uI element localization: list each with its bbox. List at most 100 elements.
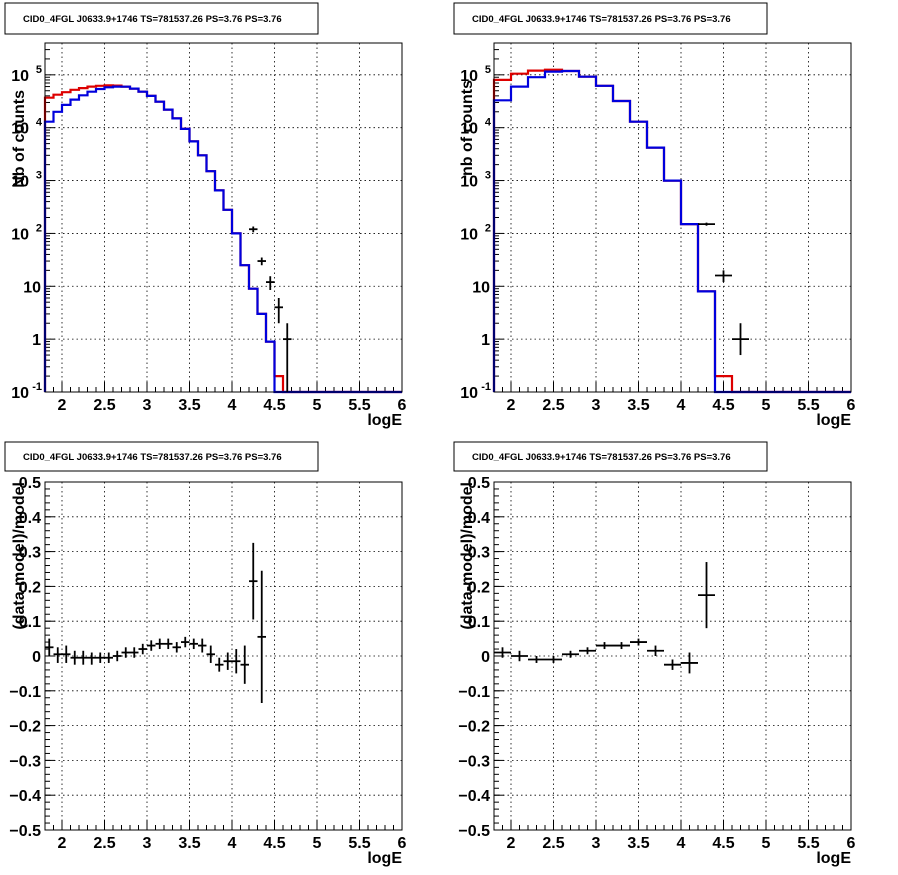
x-tick-label: 6	[398, 835, 407, 852]
data-point	[647, 645, 664, 656]
pad-top-right-counts: CID0_4FGL J0633.9+1746 TS=781537.26 PS=3…	[453, 2, 856, 429]
x-tick-label: 4.5	[263, 397, 285, 414]
data-point	[257, 257, 266, 266]
x-axis-label: logE	[367, 850, 402, 867]
y-tick-label: −0.1	[9, 684, 41, 701]
data-point	[189, 638, 198, 650]
y-tick-exponent: 5	[485, 64, 491, 76]
y-tick-label: 1	[32, 332, 41, 349]
y-tick-label: 10	[460, 226, 478, 243]
data-point	[596, 642, 613, 650]
x-tick-label: 5	[313, 397, 322, 414]
data-point	[70, 650, 79, 665]
x-tick-label: 5	[762, 835, 771, 852]
x-tick-label: 5.5	[797, 397, 819, 414]
data-point	[249, 226, 258, 233]
y-tick-label: 1	[481, 332, 490, 349]
x-tick-label: 4.5	[712, 397, 734, 414]
plot-frame	[493, 42, 852, 393]
data-point	[104, 652, 113, 663]
y-tick-label: 10	[472, 279, 490, 296]
x-tick-label: 5.5	[797, 835, 819, 852]
y-axis-label: (data-model)/model	[11, 482, 28, 630]
data-point	[274, 298, 283, 324]
y-tick-exponent: -1	[481, 381, 491, 393]
chart-title: CID0_4FGL J0633.9+1746 TS=781537.26 PS=3…	[23, 452, 282, 463]
x-tick-label: 4.5	[263, 835, 285, 852]
x-tick-label: 4	[228, 835, 237, 852]
data-point	[53, 647, 62, 663]
x-tick-label: 2.5	[542, 835, 564, 852]
data-point	[698, 562, 715, 629]
x-tick-label: 2	[507, 835, 516, 852]
title-box	[453, 441, 768, 472]
data-point	[147, 640, 156, 651]
x-tick-label: 4	[677, 835, 686, 852]
title-box	[453, 2, 768, 35]
data-point	[579, 647, 596, 655]
x-axis-label: logE	[816, 412, 851, 429]
x-tick-label: 2	[507, 397, 516, 414]
data-point	[715, 270, 732, 283]
y-tick-label: 0.2	[468, 579, 490, 596]
data-point	[181, 636, 190, 648]
x-tick-label: 5.5	[348, 835, 370, 852]
y-tick-label: 0.4	[19, 510, 41, 527]
y-tick-label: 10	[11, 385, 29, 402]
data-point	[249, 542, 258, 620]
plot-frame	[493, 481, 852, 831]
data-point	[511, 650, 528, 662]
data-point	[215, 657, 224, 672]
y-tick-label: 10	[11, 68, 29, 85]
y-tick-label: 0.3	[468, 545, 490, 562]
y-tick-label: 0	[481, 649, 490, 666]
y-tick-exponent: 3	[485, 170, 491, 182]
y-tick-label: −0.1	[458, 684, 490, 701]
y-tick-label: 0	[32, 649, 41, 666]
plot-area	[45, 482, 402, 830]
chart-title: CID0_4FGL J0633.9+1746 TS=781537.26 PS=3…	[472, 14, 731, 25]
data-point	[138, 643, 147, 655]
y-tick-label: −0.4	[9, 788, 41, 805]
x-tick-label: 3	[592, 835, 601, 852]
x-axis-label: logE	[816, 850, 851, 867]
data-point	[45, 638, 54, 656]
plot-area	[494, 43, 851, 392]
y-tick-label: −0.4	[458, 788, 490, 805]
data-point	[698, 222, 715, 226]
x-tick-label: 2.5	[93, 835, 115, 852]
x-tick-label: 2	[58, 397, 67, 414]
y-tick-label: 0.5	[19, 475, 41, 492]
data-point	[164, 638, 173, 650]
x-tick-label: 5.5	[348, 397, 370, 414]
data-point	[240, 645, 249, 684]
y-tick-label: 10	[11, 174, 29, 191]
pad-top-left-counts: CID0_4FGL J0633.9+1746 TS=781537.26 PS=3…	[4, 2, 407, 429]
y-tick-label: 0.1	[468, 614, 490, 631]
data-point	[630, 638, 647, 646]
data-point	[266, 276, 275, 291]
pad-bottom-right-residuals: CID0_4FGL J0633.9+1746 TS=781537.26 PS=3…	[453, 441, 856, 867]
data-point	[545, 656, 562, 663]
data-point	[62, 645, 71, 663]
y-tick-label: 10	[460, 174, 478, 191]
chart-title: CID0_4FGL J0633.9+1746 TS=781537.26 PS=3…	[23, 14, 282, 25]
title-box	[4, 441, 319, 472]
x-tick-label: 5	[762, 397, 771, 414]
title-box	[4, 2, 319, 35]
data-point	[283, 323, 292, 392]
y-tick-label: 10	[11, 121, 29, 138]
pad-bottom-left-residuals: CID0_4FGL J0633.9+1746 TS=781537.26 PS=3…	[4, 441, 407, 867]
data-point	[562, 650, 579, 658]
data-point	[113, 650, 122, 662]
y-tick-exponent: 4	[485, 117, 492, 129]
x-tick-label: 3.5	[178, 397, 200, 414]
x-tick-label: 3.5	[627, 835, 649, 852]
y-axis-label: (data-model)/model	[459, 482, 476, 630]
plot-frame	[44, 481, 403, 831]
data-point	[681, 652, 698, 674]
y-tick-exponent: 3	[36, 170, 42, 182]
y-tick-exponent: 2	[36, 222, 42, 234]
x-tick-label: 3	[143, 835, 152, 852]
x-tick-label: 3.5	[178, 835, 200, 852]
